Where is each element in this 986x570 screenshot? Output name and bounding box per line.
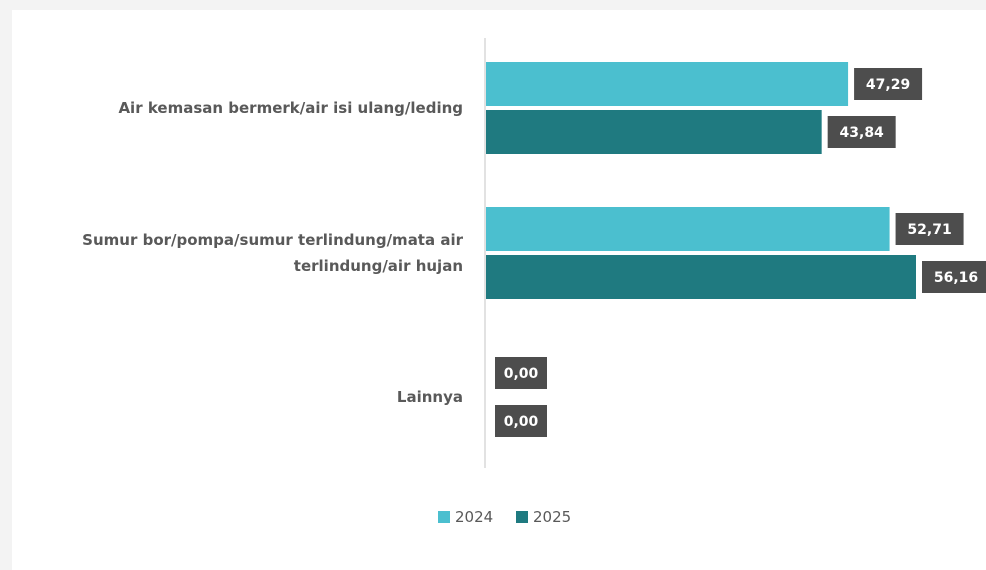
data-label: 0,00 xyxy=(504,414,539,430)
legend-swatch-2024 xyxy=(438,511,450,523)
category-label: terlindung/air hujan xyxy=(294,257,463,275)
data-label-box xyxy=(827,116,896,148)
data-label-box xyxy=(854,68,923,100)
data-label: 0,00 xyxy=(504,366,539,382)
category-label: Air kemasan bermerk/air isi ulang/leding xyxy=(118,99,463,117)
data-label-box xyxy=(495,405,547,437)
data-label-box xyxy=(895,213,964,245)
bar-2024 xyxy=(486,207,890,251)
data-label-box xyxy=(922,261,986,293)
bar-chart: Air kemasan bermerk/air isi ulang/leding… xyxy=(82,38,986,526)
data-label: 52,71 xyxy=(907,222,951,238)
legend-label: 2024 xyxy=(455,508,493,526)
category-label: Sumur bor/pompa/sumur terlindung/mata ai… xyxy=(82,231,463,249)
bar-2025 xyxy=(486,110,822,154)
category-label: Lainnya xyxy=(397,388,463,406)
bar-2024 xyxy=(486,62,849,106)
legend-swatch-2025 xyxy=(516,511,528,523)
data-label: 43,84 xyxy=(840,125,885,141)
legend-label: 2025 xyxy=(533,508,571,526)
bar-2025 xyxy=(486,255,916,299)
data-label-box xyxy=(495,357,547,389)
data-label: 56,16 xyxy=(934,270,978,286)
data-label: 47,29 xyxy=(866,77,910,93)
